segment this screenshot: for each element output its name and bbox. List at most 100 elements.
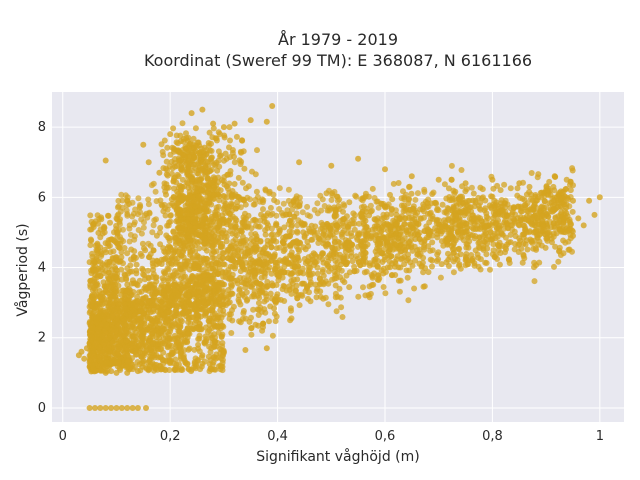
data-point: [480, 194, 486, 201]
data-point: [445, 185, 452, 192]
data-point: [205, 185, 212, 192]
data-point: [163, 158, 170, 165]
data-point: [526, 183, 533, 190]
data-point: [288, 222, 295, 229]
data-point: [86, 405, 93, 411]
data-point: [211, 271, 218, 278]
data-point: [403, 191, 409, 198]
data-point: [120, 302, 127, 309]
data-point: [220, 124, 227, 131]
data-point: [353, 234, 360, 241]
data-point: [148, 281, 155, 288]
data-point: [167, 151, 174, 158]
data-point: [329, 192, 336, 199]
data-point: [137, 250, 144, 257]
data-point: [447, 254, 454, 261]
data-point: [289, 206, 296, 213]
data-point: [549, 239, 555, 246]
data-point: [237, 227, 244, 234]
data-point: [507, 239, 514, 246]
data-point: [482, 205, 489, 212]
data-point: [186, 298, 192, 305]
data-point: [118, 327, 125, 334]
data-point: [544, 235, 550, 242]
data-point: [378, 267, 385, 274]
data-point: [285, 197, 292, 204]
data-point: [151, 315, 158, 322]
data-point: [450, 245, 457, 252]
data-point: [415, 250, 421, 257]
data-point: [259, 196, 266, 203]
data-point: [233, 133, 240, 140]
data-point: [267, 204, 274, 211]
data-point: [194, 307, 201, 314]
data-point: [448, 176, 455, 183]
data-point: [174, 140, 181, 147]
data-point: [468, 184, 475, 191]
data-point: [361, 215, 368, 222]
data-point: [281, 269, 288, 276]
data-point: [210, 125, 217, 132]
data-point: [219, 255, 226, 262]
data-point: [328, 162, 335, 169]
data-point: [311, 251, 318, 258]
data-point: [264, 278, 271, 285]
data-point: [405, 196, 412, 203]
data-point: [364, 241, 371, 248]
data-point: [243, 297, 250, 304]
data-point: [103, 359, 110, 365]
data-point: [307, 298, 314, 305]
data-point: [567, 178, 574, 185]
data-point: [524, 200, 531, 207]
data-point: [179, 311, 186, 318]
data-point: [266, 318, 272, 325]
data-point: [258, 274, 265, 281]
data-point: [229, 290, 236, 297]
data-point: [269, 282, 276, 289]
data-point: [540, 204, 547, 211]
data-point: [472, 226, 479, 233]
data-point: [439, 201, 446, 208]
data-point: [334, 293, 341, 300]
data-point: [294, 276, 301, 283]
data-point: [465, 207, 472, 214]
data-point: [229, 201, 236, 208]
data-point: [294, 229, 301, 236]
data-point: [352, 192, 359, 199]
data-point: [437, 274, 444, 281]
data-point: [448, 227, 455, 234]
data-point: [87, 321, 94, 328]
data-point: [356, 220, 363, 227]
data-point: [292, 287, 299, 294]
data-point: [357, 262, 364, 269]
data-point: [123, 364, 130, 371]
data-point: [314, 230, 321, 237]
data-point: [178, 293, 185, 300]
data-point: [181, 258, 188, 265]
data-point: [444, 236, 451, 243]
data-point: [180, 354, 187, 361]
data-point: [285, 259, 291, 266]
data-point: [443, 195, 450, 202]
data-point: [101, 295, 108, 302]
data-point: [482, 223, 489, 230]
data-point: [217, 187, 224, 194]
data-point: [225, 300, 232, 307]
data-point: [339, 229, 346, 236]
data-point: [185, 319, 192, 326]
data-point: [344, 230, 351, 237]
data-point: [219, 289, 226, 296]
data-point: [339, 314, 346, 320]
data-point: [314, 270, 321, 277]
data-point: [435, 256, 442, 263]
data-point: [596, 194, 603, 201]
data-point: [145, 201, 152, 208]
data-point: [196, 164, 203, 171]
data-point: [186, 266, 193, 273]
data-point: [248, 241, 255, 248]
data-point: [203, 223, 210, 229]
data-point: [218, 333, 225, 340]
data-point: [139, 353, 146, 360]
data-point: [288, 307, 294, 314]
